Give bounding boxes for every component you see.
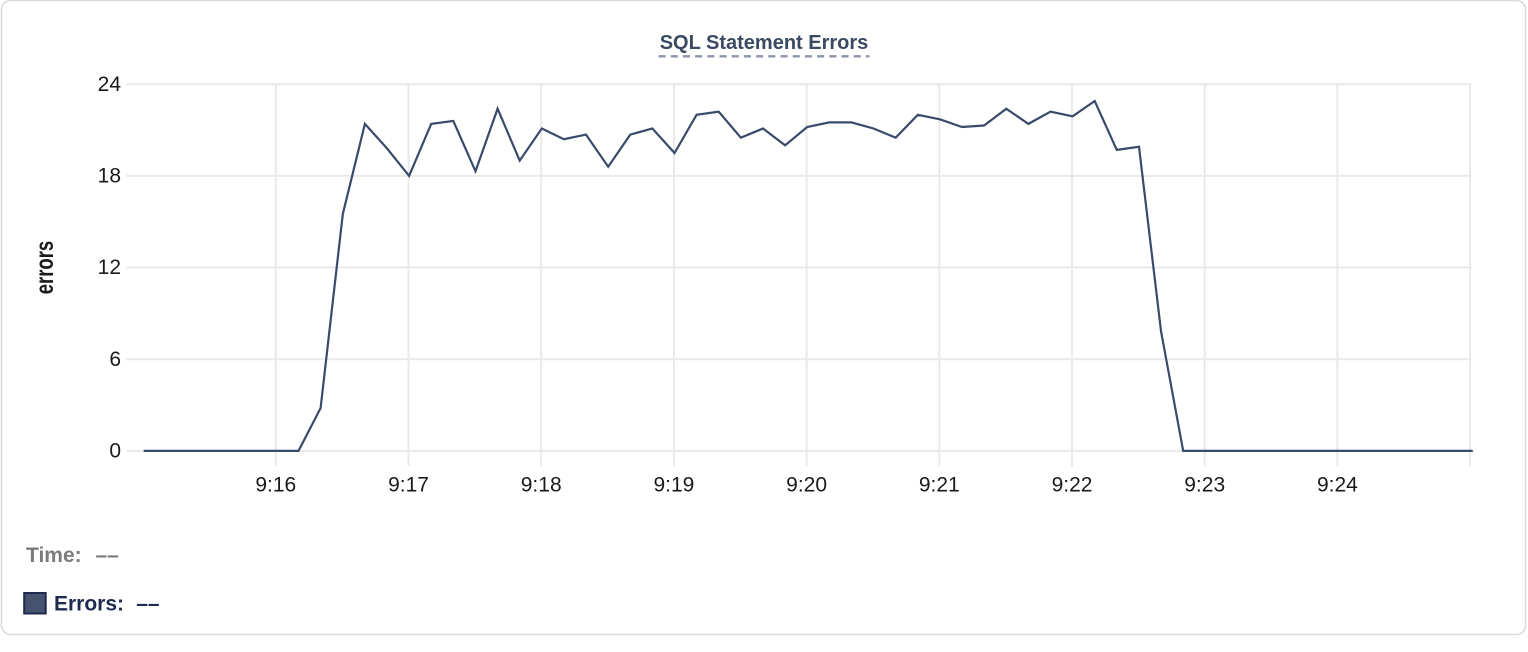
svg-text:6: 6 (109, 348, 121, 371)
svg-text:0: 0 (109, 440, 121, 463)
svg-text:18: 18 (98, 165, 121, 188)
svg-text:24: 24 (98, 73, 122, 96)
svg-text:9:21: 9:21 (919, 473, 960, 496)
svg-text:Time:: Time: (26, 544, 82, 567)
svg-text:9:16: 9:16 (255, 473, 296, 496)
svg-text:9:20: 9:20 (786, 473, 827, 496)
svg-text:9:18: 9:18 (521, 473, 562, 496)
svg-text:SQL Statement Errors: SQL Statement Errors (660, 32, 869, 54)
svg-text:9:17: 9:17 (388, 473, 429, 496)
svg-text:Errors:: Errors: (54, 592, 124, 615)
svg-text:9:22: 9:22 (1052, 473, 1093, 496)
svg-text:9:23: 9:23 (1184, 473, 1225, 496)
svg-text:––: –– (136, 592, 160, 615)
svg-text:9:24: 9:24 (1317, 473, 1358, 496)
svg-text:errors: errors (31, 241, 59, 295)
svg-text:12: 12 (98, 256, 121, 279)
svg-text:––: –– (96, 544, 120, 567)
svg-text:9:19: 9:19 (653, 473, 694, 496)
